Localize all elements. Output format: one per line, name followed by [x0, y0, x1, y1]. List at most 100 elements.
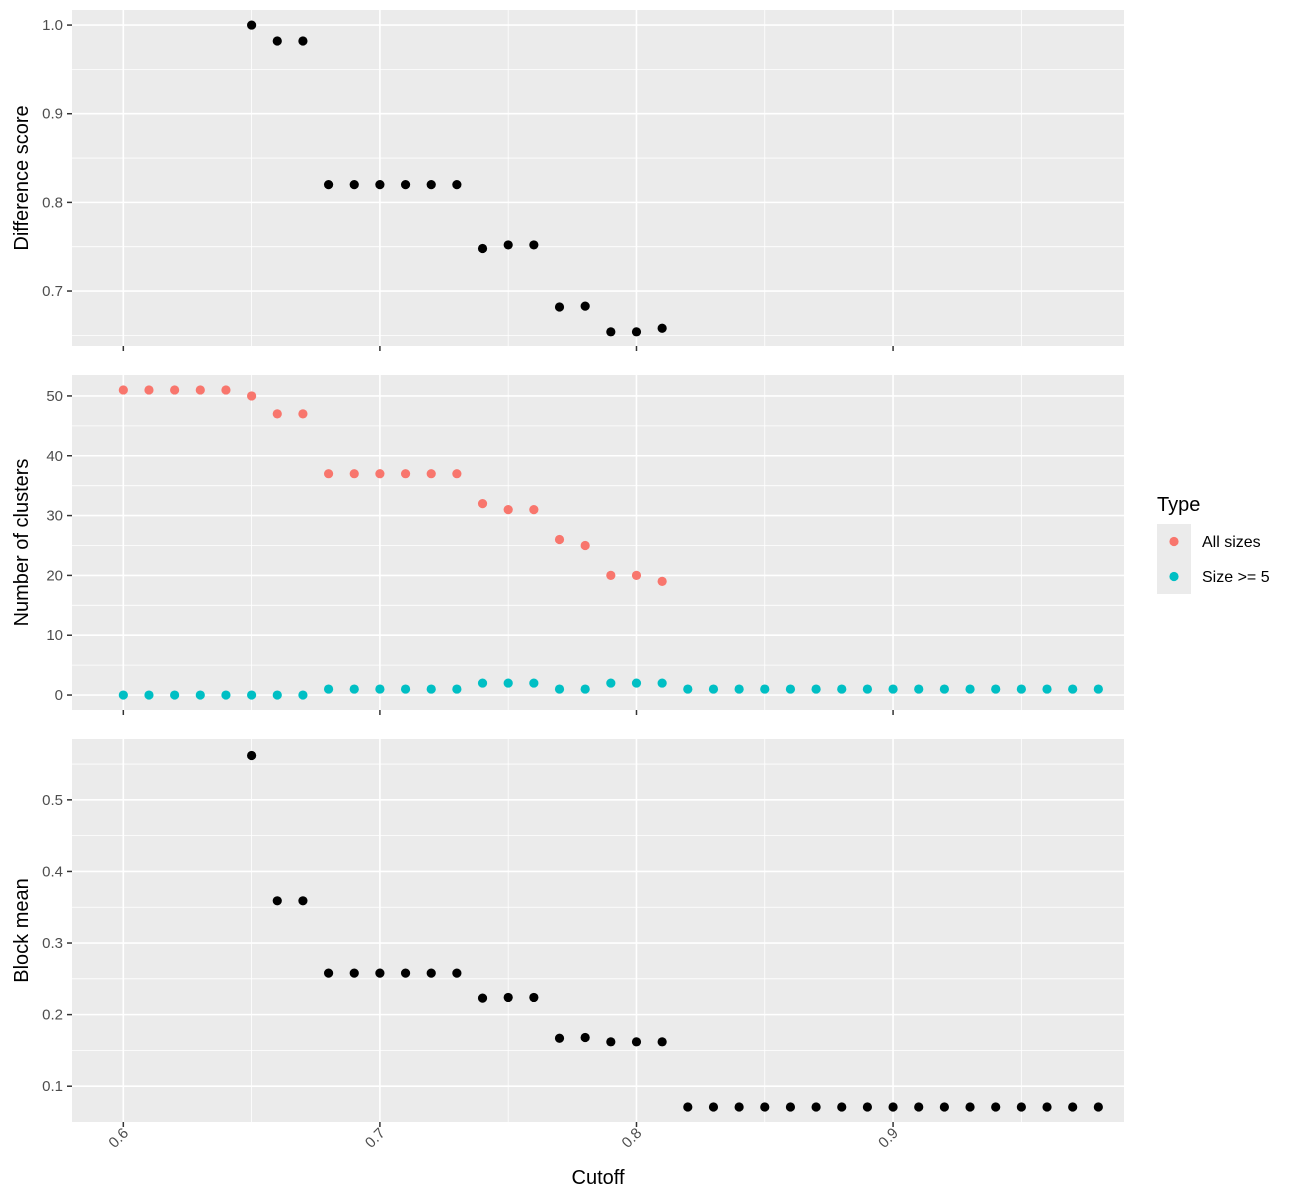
data-point	[708, 1102, 719, 1112]
series-size-5	[118, 678, 1103, 700]
data-point	[375, 968, 385, 978]
data-point	[247, 391, 257, 401]
data-point	[785, 1102, 796, 1112]
data-point	[298, 690, 308, 700]
data-point	[734, 1102, 744, 1112]
data-point	[247, 690, 257, 700]
data-point	[529, 240, 539, 250]
legend: Type All sizes Size >= 5	[1157, 494, 1270, 594]
data-point	[606, 1037, 616, 1047]
x-tick-label: 0.6	[105, 1125, 132, 1152]
data-point	[760, 1102, 770, 1112]
data-point	[144, 690, 154, 700]
legend-label: All sizes	[1202, 534, 1261, 551]
data-point	[1093, 1102, 1103, 1112]
data-point	[657, 678, 667, 688]
x-tick-label: 0.9	[875, 1125, 902, 1152]
data-point	[298, 36, 308, 46]
data-point	[477, 499, 488, 509]
data-point	[118, 690, 128, 700]
data-point	[657, 576, 667, 586]
data-point	[298, 896, 308, 906]
data-point	[1093, 684, 1103, 694]
data-point	[221, 385, 231, 395]
data-point	[631, 1037, 642, 1047]
data-point	[349, 684, 359, 694]
y-axis-title: Number of clusters	[11, 459, 33, 627]
data-point	[888, 1102, 898, 1112]
data-point	[503, 678, 513, 688]
data-point	[811, 1102, 821, 1112]
data-point	[939, 684, 949, 694]
data-point	[554, 302, 565, 312]
data-point	[939, 1102, 949, 1112]
y-tick-label: 30	[46, 508, 63, 525]
data-point	[426, 684, 436, 694]
data-point	[426, 469, 436, 479]
data-point	[580, 1032, 590, 1043]
data-point	[631, 678, 642, 688]
data-point	[272, 409, 282, 419]
data-point	[683, 1102, 693, 1112]
data-point	[606, 327, 616, 337]
data-point	[837, 684, 847, 694]
data-point	[708, 684, 719, 694]
data-point	[118, 385, 128, 395]
data-point	[529, 678, 539, 688]
data-point	[400, 469, 411, 479]
data-point	[529, 992, 539, 1003]
y-tick-label: 0.2	[42, 1007, 63, 1024]
data-point	[221, 690, 231, 700]
data-point	[477, 678, 488, 688]
data-point	[837, 1102, 847, 1112]
data-point	[554, 1033, 565, 1043]
y-tick-label: 1.0	[42, 17, 63, 34]
data-point	[785, 684, 796, 694]
y-tick-label: 0.1	[42, 1078, 63, 1095]
y-tick-label: 20	[46, 567, 63, 584]
series-all-sizes	[118, 385, 667, 586]
data-point	[272, 690, 282, 700]
panel-background	[72, 739, 1124, 1122]
data-point	[1068, 684, 1078, 694]
series-1	[247, 20, 667, 337]
data-point	[683, 684, 693, 694]
data-point	[991, 1102, 1001, 1112]
x-tick-label: 0.8	[619, 1125, 646, 1152]
data-point	[144, 385, 154, 395]
y-tick-label: 0.4	[42, 863, 63, 880]
y-tick-label: 0	[55, 687, 63, 704]
x-tick-label: 0.7	[362, 1125, 389, 1152]
legend-title: Type	[1157, 494, 1200, 516]
data-point	[477, 243, 488, 254]
data-point	[452, 684, 462, 694]
data-point	[1042, 1102, 1052, 1112]
data-point	[1016, 1102, 1026, 1112]
y-tick-label: 0.9	[42, 106, 63, 123]
panel-3: 0.1 0.2 0.3 0.4 0.5 0.6 0.7 0.8 0.9 Block mean Cut…	[11, 739, 1124, 1189]
data-point	[991, 684, 1001, 694]
y-tick-label: 50	[46, 388, 63, 405]
data-point	[426, 180, 436, 190]
data-point	[375, 684, 385, 694]
data-point	[529, 504, 539, 515]
data-point	[631, 327, 642, 337]
data-point	[195, 385, 205, 395]
legend-key-dot	[1169, 571, 1179, 582]
data-point	[811, 684, 821, 694]
data-point	[1068, 1102, 1078, 1112]
panel-background	[72, 375, 1124, 710]
data-point	[503, 504, 513, 515]
data-point	[760, 684, 770, 694]
data-point	[1042, 684, 1052, 694]
data-point	[631, 570, 642, 581]
data-point	[580, 301, 590, 311]
data-point	[298, 409, 308, 419]
data-point	[862, 684, 873, 694]
data-point	[323, 180, 334, 190]
data-point	[452, 968, 462, 978]
data-point	[657, 1037, 667, 1047]
data-point	[914, 1102, 924, 1112]
data-point	[554, 534, 565, 545]
